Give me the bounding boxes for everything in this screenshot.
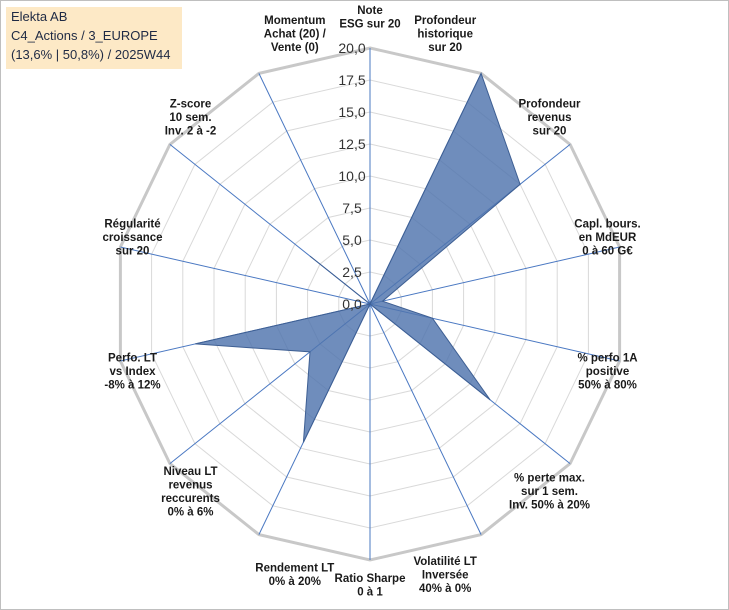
axis-label: % perte max. sur 1 sem. Inv. 50% à 20%: [509, 473, 590, 512]
axis-spoke: [120, 246, 371, 305]
tick-label: 10,0: [338, 168, 365, 184]
axis-label: Z-score 10 sem. Inv. 2 à -2: [165, 99, 217, 138]
axis-label: Rendement LT 0% à 20%: [255, 563, 334, 589]
tick-label: 17,5: [338, 72, 365, 88]
radar-axis-labels: Note ESG sur 20 Profondeur historique sur 20…: [102, 5, 640, 599]
axis-label: Régularité croissance sur 20: [102, 219, 162, 258]
tick-label: 20,0: [338, 40, 365, 56]
company-name: Elekta AB: [11, 9, 68, 24]
performance-summary: (13,6% | 50,8%) / 2025W44: [11, 47, 171, 62]
tick-label: 12,5: [338, 136, 365, 152]
radar-series: [195, 72, 521, 443]
axis-spoke: [369, 303, 482, 535]
axis-label: Ratio Sharpe 0 à 1: [335, 573, 406, 599]
axis-label: Note ESG sur 20: [339, 5, 400, 31]
chart-info-box: Elekta AB C4_Actions / 3_EUROPE (13,6% |…: [6, 7, 182, 69]
tick-label: 2,5: [342, 264, 362, 280]
axis-label: Perfo. LT vs Index -8% à 12%: [104, 352, 160, 391]
axis-label: % perfo 1A positive 50% à 80%: [577, 352, 637, 391]
series-area: [195, 72, 521, 443]
tick-label: 7,5: [342, 200, 362, 216]
radar-tick-labels: 0,0 2,5 5,0 7,5 10,0 12,5 15,0 17,5 20,0: [338, 40, 365, 312]
axis-label: Capl. bours. en MdEUR 0 à 60 G€: [574, 219, 640, 258]
tick-label: 0,0: [342, 296, 362, 312]
axis-spoke: [258, 73, 371, 305]
axis-label: Profondeur revenus sur 20: [519, 99, 581, 138]
axis-label: Profondeur historique sur 20: [414, 15, 476, 54]
axis-spoke: [369, 246, 620, 305]
tick-label: 15,0: [338, 104, 365, 120]
portfolio-category: C4_Actions / 3_EUROPE: [11, 28, 158, 43]
axis-label: Momentum Achat (20) / Vente (0): [264, 15, 327, 54]
tick-label: 5,0: [342, 232, 362, 248]
axis-label: Volatilité LT Inversée 40% à 0%: [413, 556, 476, 595]
axis-label: Niveau LT revenus reccurents 0% à 6%: [161, 466, 220, 519]
